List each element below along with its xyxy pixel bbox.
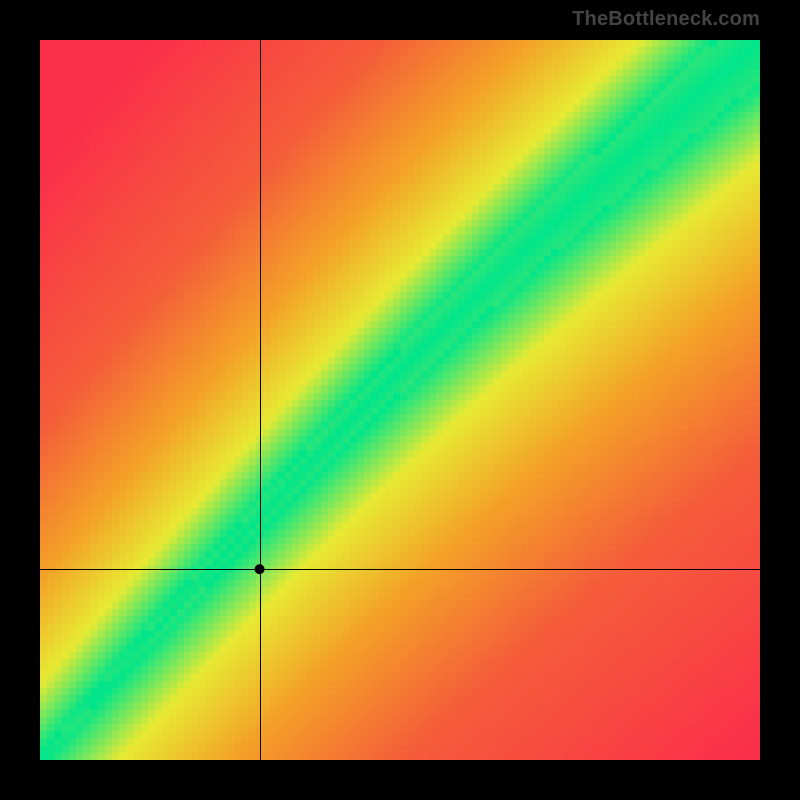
- heatmap-container: [40, 40, 760, 760]
- chart-frame: TheBottleneck.com: [0, 0, 800, 800]
- watermark-text: TheBottleneck.com: [572, 8, 760, 31]
- crosshair-overlay: [40, 40, 760, 760]
